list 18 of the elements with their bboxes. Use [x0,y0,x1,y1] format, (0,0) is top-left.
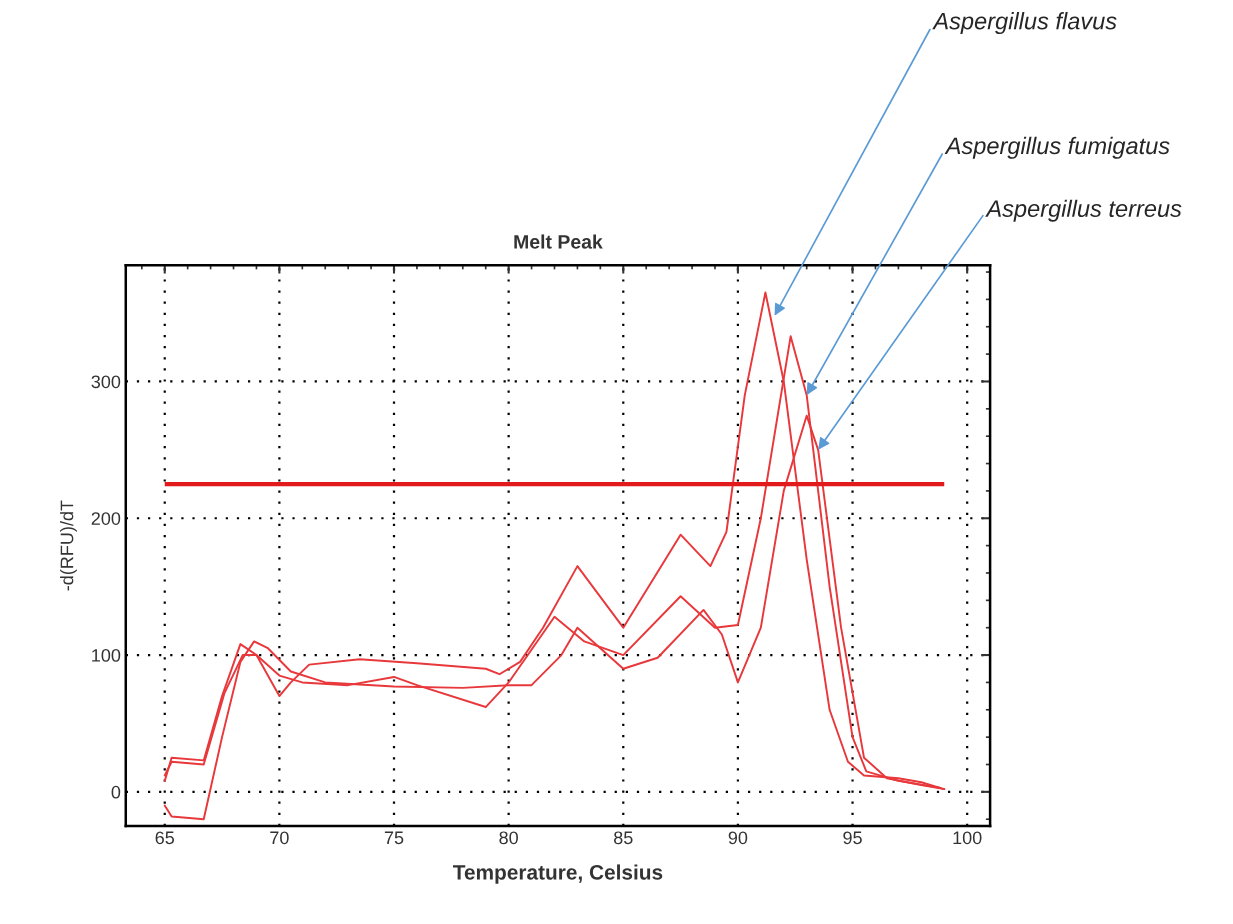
chart-title: Melt Peak [514,234,603,249]
annotation: Aspergillus fumigatus [944,136,1170,159]
x-tick-label: 95 [843,831,862,845]
x-tick-label: 70 [270,831,289,845]
x-tick-label: 75 [384,831,404,845]
y-axis-title: -d(RFU)/dT [60,500,77,591]
x-tick-label: 85 [614,831,633,845]
y-tick-label: 300 [91,375,121,389]
annotation: Aspergillus flavus [932,12,1117,35]
y-tick-label: 100 [92,648,121,662]
y-tick-label: 0 [111,785,121,799]
annotation: Aspergillus terreus [985,199,1182,222]
x-axis-title: Temperature, Celsius [453,864,663,884]
x-tick-label: 100 [953,831,982,845]
x-tick-label: 90 [728,831,748,845]
x-tick-label: 65 [155,831,175,845]
y-tick-label: 200 [91,512,121,525]
x-tick-label: 80 [499,831,518,845]
